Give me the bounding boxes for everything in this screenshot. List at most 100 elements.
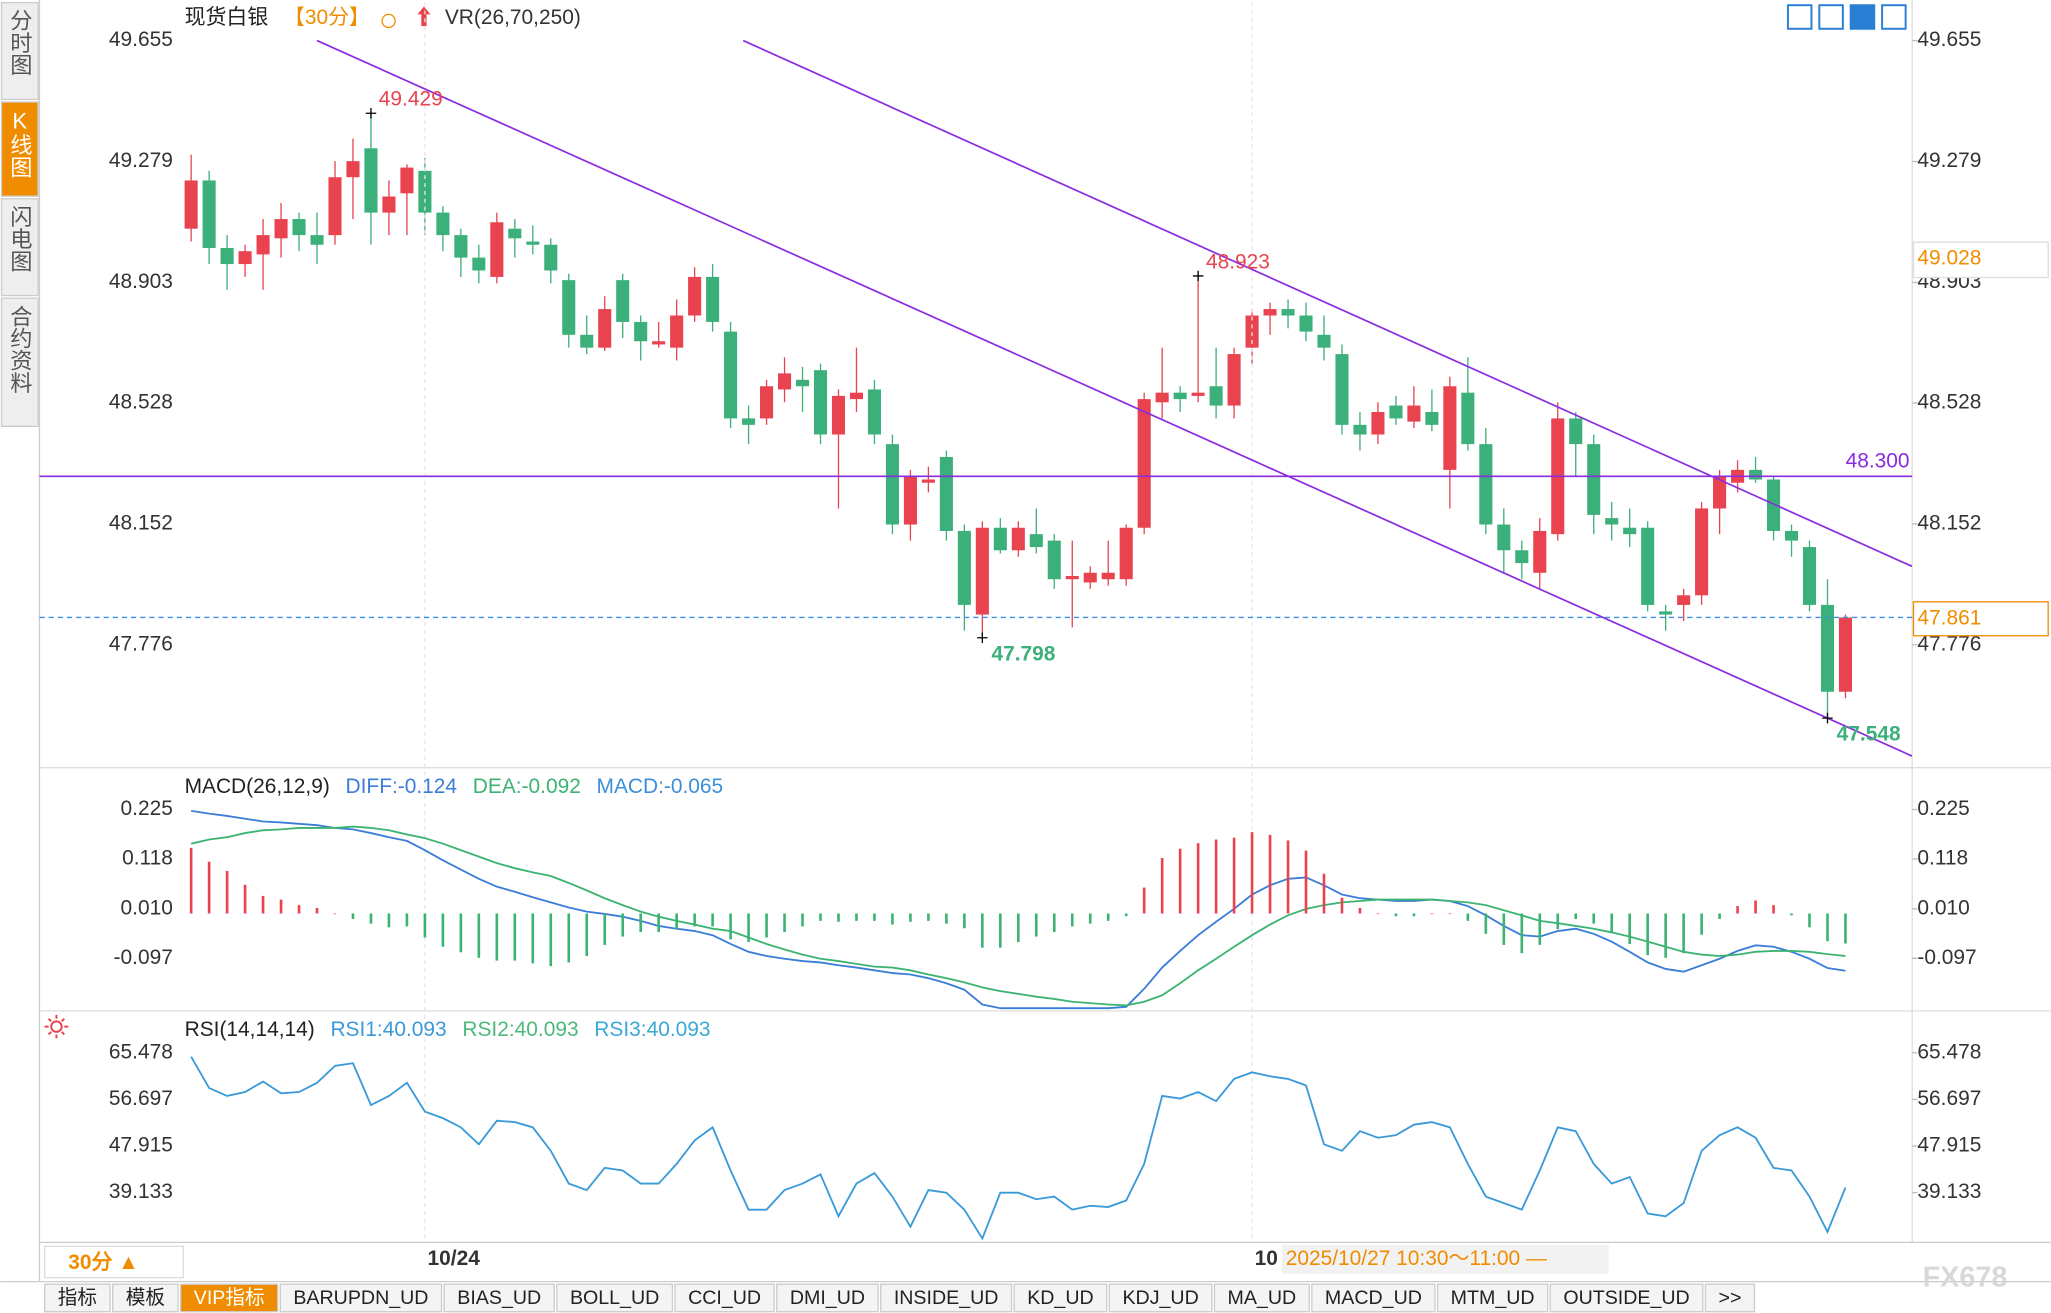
sidebar-tab[interactable]	[0, 297, 39, 427]
toolbar-tab-label[interactable]: MACD_UD	[1325, 1287, 1422, 1309]
macd-bar	[1574, 913, 1578, 920]
macd-bar	[1124, 913, 1128, 917]
toolbar-tab-label[interactable]: VIP指标	[194, 1287, 265, 1309]
macd-bar	[297, 905, 301, 914]
y-tick-label: 56.697	[109, 1087, 173, 1110]
candle-body	[760, 386, 774, 419]
tool-icon[interactable]	[1881, 4, 1907, 30]
candle-body	[993, 527, 1007, 551]
candle-body	[634, 321, 648, 342]
y-tick-label: 49.279	[109, 149, 173, 172]
toolbar-tab-label[interactable]: BARUPDN_UD	[293, 1287, 428, 1309]
candle-body	[1802, 547, 1817, 605]
candle-body	[957, 530, 971, 605]
macd-bar	[513, 913, 517, 961]
up-arrow-icon	[417, 6, 431, 27]
add-icon[interactable]	[381, 13, 396, 29]
y-tick-label: 49.655	[109, 28, 173, 51]
extreme-marker	[977, 632, 988, 643]
toolbar-tab-label[interactable]: KD_UD	[1027, 1287, 1093, 1309]
macd-bar	[1358, 907, 1362, 914]
tool-icon[interactable]	[1786, 4, 1813, 30]
candle-body	[274, 219, 288, 239]
toolbar-tab[interactable]	[279, 1283, 443, 1313]
candle-body	[1353, 424, 1367, 435]
y-tick-label-right: -0.097	[1917, 946, 1976, 969]
toolbar-tab[interactable]	[112, 1283, 179, 1313]
indicator-line	[190, 825, 1846, 1007]
toolbar-tab-label[interactable]: >>	[1719, 1287, 1742, 1309]
toolbar-tab-label[interactable]: INSIDE_UD	[894, 1287, 999, 1309]
tool-icon[interactable]	[1818, 4, 1844, 30]
macd-bar	[693, 913, 696, 927]
sidebar-tab-label[interactable]: 闪电图	[7, 205, 32, 272]
cursor-time-bg	[1281, 1244, 1609, 1274]
toolbar-tab[interactable]	[1013, 1283, 1108, 1313]
macd-bar	[747, 913, 750, 943]
toolbar-tab[interactable]	[880, 1283, 1013, 1313]
macd-bar	[1718, 913, 1721, 920]
sidebar-tab-label[interactable]: K线图	[7, 109, 32, 179]
tool-icons[interactable]	[1786, 4, 1907, 30]
sidebar-tab-label[interactable]: 分时图	[7, 9, 32, 76]
toolbar-tab[interactable]	[443, 1283, 555, 1313]
y-tick-label: 48.528	[109, 391, 173, 414]
toolbar-tab-label[interactable]: KDJ_UD	[1122, 1287, 1198, 1309]
toolbar-tab[interactable]	[1108, 1283, 1213, 1313]
extreme-label: 47.798	[991, 642, 1055, 665]
macd-bar	[1160, 858, 1164, 914]
toolbar-tab-label[interactable]: BIAS_UD	[457, 1287, 541, 1309]
toolbar-tab-label[interactable]: CCI_UD	[688, 1287, 761, 1309]
toolbar-tab-label[interactable]: 模板	[126, 1287, 165, 1309]
toolbar-tab[interactable]	[1704, 1283, 1756, 1313]
toolbar-tab[interactable]	[1311, 1283, 1436, 1313]
macd-bar	[1682, 913, 1685, 954]
macd-bar	[1286, 840, 1290, 914]
legend-entry: 【30分】	[284, 6, 370, 29]
period-box[interactable]	[44, 1245, 184, 1279]
macd-bar	[1844, 913, 1847, 944]
toolbar-tab[interactable]	[1213, 1283, 1310, 1313]
period-selector[interactable]: 30分 ▲	[68, 1251, 139, 1274]
macd-bar	[1664, 913, 1667, 958]
macd-bar	[873, 913, 876, 921]
toolbar-tab-label[interactable]: MTM_UD	[1451, 1287, 1535, 1309]
toolbar-tab-label[interactable]: DMI_UD	[790, 1287, 865, 1309]
candle-body	[742, 418, 756, 425]
macd-bar	[243, 884, 247, 914]
toolbar-tab-label[interactable]: MA_UD	[1228, 1287, 1297, 1309]
toolbar-tab[interactable]	[1436, 1283, 1549, 1313]
sidebar-tab[interactable]	[0, 198, 39, 297]
toolbar-tab[interactable]	[1549, 1283, 1704, 1313]
toolbar-tab[interactable]	[44, 1283, 111, 1313]
candle-body	[903, 476, 917, 525]
tool-icon[interactable]	[1849, 4, 1876, 30]
candle-body	[508, 228, 522, 239]
macd-bar	[1268, 834, 1272, 914]
indicator-line	[191, 809, 1846, 1010]
candle-body	[1425, 411, 1439, 425]
toolbar-tab[interactable]	[674, 1283, 775, 1313]
sidebar-tab[interactable]	[0, 1, 39, 101]
toolbar-tab-label[interactable]: 指标	[58, 1287, 97, 1309]
legend-entry: 现货白银	[185, 6, 269, 29]
candle-body	[885, 444, 899, 525]
candle-body	[1209, 386, 1223, 406]
toolbar-tab[interactable]	[180, 1283, 279, 1313]
toolbar-tab[interactable]	[556, 1283, 674, 1313]
candle-body	[490, 222, 504, 277]
macd-bar	[315, 907, 319, 914]
toolbar-tab[interactable]	[776, 1283, 879, 1313]
macd-bar	[945, 913, 948, 924]
macd-bar	[891, 913, 894, 925]
toolbar-tab-label[interactable]: OUTSIDE_UD	[1563, 1287, 1689, 1309]
sidebar-tab-label[interactable]: 合约资料	[7, 304, 32, 394]
candle-body	[795, 379, 810, 387]
sidebar-tab[interactable]	[0, 101, 39, 197]
toolbar-tab-label[interactable]: BOLL_UD	[570, 1287, 659, 1309]
extreme-label: 48.923	[1206, 250, 1270, 273]
settings-icon[interactable]	[44, 1014, 69, 1039]
candle-body	[921, 479, 935, 483]
extreme-marker	[1822, 712, 1833, 724]
y-tick-label: 47.776	[109, 632, 173, 655]
